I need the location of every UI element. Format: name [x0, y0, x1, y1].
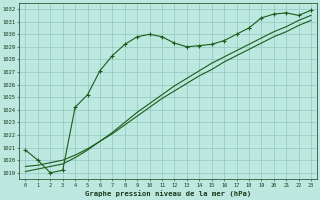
X-axis label: Graphe pression niveau de la mer (hPa): Graphe pression niveau de la mer (hPa): [85, 190, 252, 197]
